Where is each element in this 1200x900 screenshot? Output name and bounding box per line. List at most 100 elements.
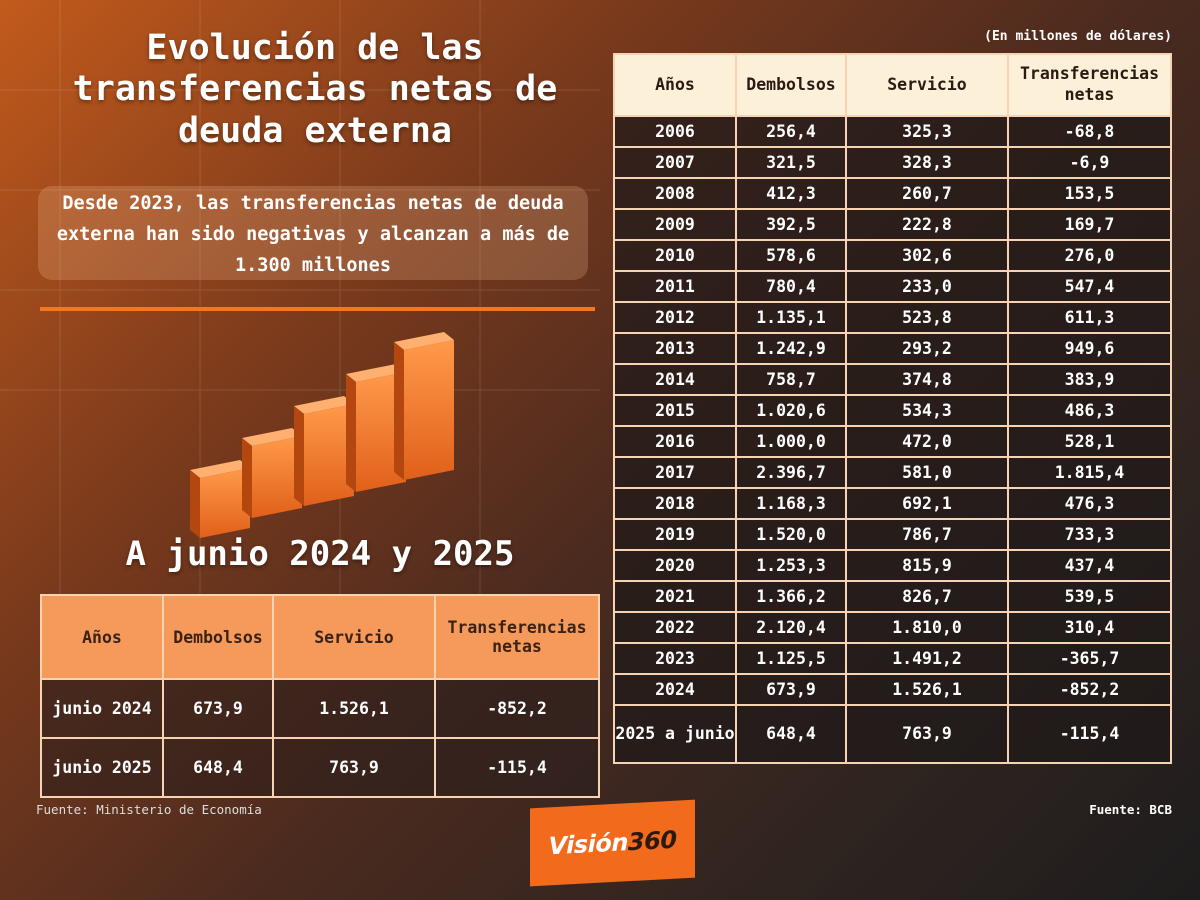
table-cell: 1.242,9 xyxy=(735,332,847,365)
table-cell: 1.366,2 xyxy=(735,580,847,613)
table-cell: junio 2024 xyxy=(40,678,164,739)
table-cell: 153,5 xyxy=(1007,177,1172,210)
table-cell: 534,3 xyxy=(845,394,1009,427)
table-row: 2017 2.396,7 581,0 1.815,4 xyxy=(613,456,1172,489)
column-header: Años xyxy=(613,53,737,117)
table-cell: 2016 xyxy=(613,425,737,458)
table-row: 2007 321,5 328,3 -6,9 xyxy=(613,146,1172,179)
table-cell: -852,2 xyxy=(1007,673,1172,706)
logo-text: Visión xyxy=(548,828,628,861)
table-cell: 321,5 xyxy=(735,146,847,179)
table-cell: 2011 xyxy=(613,270,737,303)
table-row: 2023 1.125,5 1.491,2 -365,7 xyxy=(613,642,1172,675)
table-cell: -365,7 xyxy=(1007,642,1172,675)
table-cell: -115,4 xyxy=(434,737,600,798)
table-cell: -852,2 xyxy=(434,678,600,739)
table-cell: 233,0 xyxy=(845,270,1009,303)
table-cell: 1.125,5 xyxy=(735,642,847,675)
table-cell: 1.020,6 xyxy=(735,394,847,427)
table-cell: 1.000,0 xyxy=(735,425,847,458)
table-cell: 1.491,2 xyxy=(845,642,1009,675)
table-cell: 2021 xyxy=(613,580,737,613)
column-header: Transferencias netas xyxy=(1007,53,1172,117)
table-row: 2025 a junio 648,4 763,9 -115,4 xyxy=(613,704,1172,764)
page-title: Evolución de las transferencias netas de… xyxy=(72,28,558,151)
table-row: 2012 1.135,1 523,8 611,3 xyxy=(613,301,1172,334)
table-cell: -115,4 xyxy=(1007,704,1172,764)
table-cell: 374,8 xyxy=(845,363,1009,396)
table-cell: 528,1 xyxy=(1007,425,1172,458)
column-header: Años xyxy=(40,594,164,680)
column-header: Transferencias netas xyxy=(434,594,600,680)
table-row: 2022 2.120,4 1.810,0 310,4 xyxy=(613,611,1172,644)
table-cell: 1.526,1 xyxy=(272,678,436,739)
table-cell: 1.520,0 xyxy=(735,518,847,551)
table-cell: 2012 xyxy=(613,301,737,334)
table-row: 2016 1.000,0 472,0 528,1 xyxy=(613,425,1172,458)
table-row: 2019 1.520,0 786,7 733,3 xyxy=(613,518,1172,551)
table-cell: 763,9 xyxy=(272,737,436,798)
table-cell: 328,3 xyxy=(845,146,1009,179)
column-header: Servicio xyxy=(845,53,1009,117)
table-cell: 2.396,7 xyxy=(735,456,847,489)
table-cell: 302,6 xyxy=(845,239,1009,272)
june-comparison-table: Años Dembolsos Servicio Transferencias n… xyxy=(40,594,600,798)
table-row: 2014 758,7 374,8 383,9 xyxy=(613,363,1172,396)
table-cell: 815,9 xyxy=(845,549,1009,582)
table-cell: -68,8 xyxy=(1007,115,1172,148)
table-cell: 523,8 xyxy=(845,301,1009,334)
table-cell: 412,3 xyxy=(735,177,847,210)
table-cell: 2014 xyxy=(613,363,737,396)
column-header: Dembolsos xyxy=(735,53,847,117)
table-row: 2020 1.253,3 815,9 437,4 xyxy=(613,549,1172,582)
table-cell: 222,8 xyxy=(845,208,1009,241)
table-cell: 1.253,3 xyxy=(735,549,847,582)
table-row: 2013 1.242,9 293,2 949,6 xyxy=(613,332,1172,365)
table-cell: 673,9 xyxy=(162,678,274,739)
table-cell: 1.810,0 xyxy=(845,611,1009,644)
table-cell: 2010 xyxy=(613,239,737,272)
source-ministry: Fuente: Ministerio de Economía xyxy=(36,802,262,817)
table-cell: 758,7 xyxy=(735,363,847,396)
table-cell: 648,4 xyxy=(162,737,274,798)
vision360-logo: Visión360 xyxy=(530,799,695,887)
table-cell: 256,4 xyxy=(735,115,847,148)
table-cell: 547,4 xyxy=(1007,270,1172,303)
table-row: 2011 780,4 233,0 547,4 xyxy=(613,270,1172,303)
column-header: Servicio xyxy=(272,594,436,680)
column-header: Dembolsos xyxy=(162,594,274,680)
table-cell: 648,4 xyxy=(735,704,847,764)
table-row: 2021 1.366,2 826,7 539,5 xyxy=(613,580,1172,613)
table-cell: 949,6 xyxy=(1007,332,1172,365)
table-cell: 2019 xyxy=(613,518,737,551)
table-cell: 2022 xyxy=(613,611,737,644)
table-cell: 578,6 xyxy=(735,239,847,272)
table-cell: 692,1 xyxy=(845,487,1009,520)
table-row: junio 2024 673,9 1.526,1 -852,2 xyxy=(40,678,600,739)
table-row: 2009 392,5 222,8 169,7 xyxy=(613,208,1172,241)
table-cell: 763,9 xyxy=(845,704,1009,764)
table-cell: -6,9 xyxy=(1007,146,1172,179)
table-cell: 611,3 xyxy=(1007,301,1172,334)
table-cell: 2025 a junio xyxy=(613,704,737,764)
table-cell: 2024 xyxy=(613,673,737,706)
table-cell: 539,5 xyxy=(1007,580,1172,613)
table-cell: 2006 xyxy=(613,115,737,148)
table-cell: 169,7 xyxy=(1007,208,1172,241)
table-cell: 2015 xyxy=(613,394,737,427)
decorative-bar-chart-icon xyxy=(190,332,454,538)
table-cell: 486,3 xyxy=(1007,394,1172,427)
subtitle-box: Desde 2023, las transferencias netas de … xyxy=(38,186,588,280)
table-cell: 437,4 xyxy=(1007,549,1172,582)
table-row: 2015 1.020,6 534,3 486,3 xyxy=(613,394,1172,427)
table-row: 2018 1.168,3 692,1 476,3 xyxy=(613,487,1172,520)
table-cell: 826,7 xyxy=(845,580,1009,613)
table-cell: 325,3 xyxy=(845,115,1009,148)
table-cell: 786,7 xyxy=(845,518,1009,551)
table-cell: junio 2025 xyxy=(40,737,164,798)
table-cell: 310,4 xyxy=(1007,611,1172,644)
section-title: A junio 2024 y 2025 xyxy=(125,534,515,574)
table-cell: 2018 xyxy=(613,487,737,520)
table-cell: 1.815,4 xyxy=(1007,456,1172,489)
